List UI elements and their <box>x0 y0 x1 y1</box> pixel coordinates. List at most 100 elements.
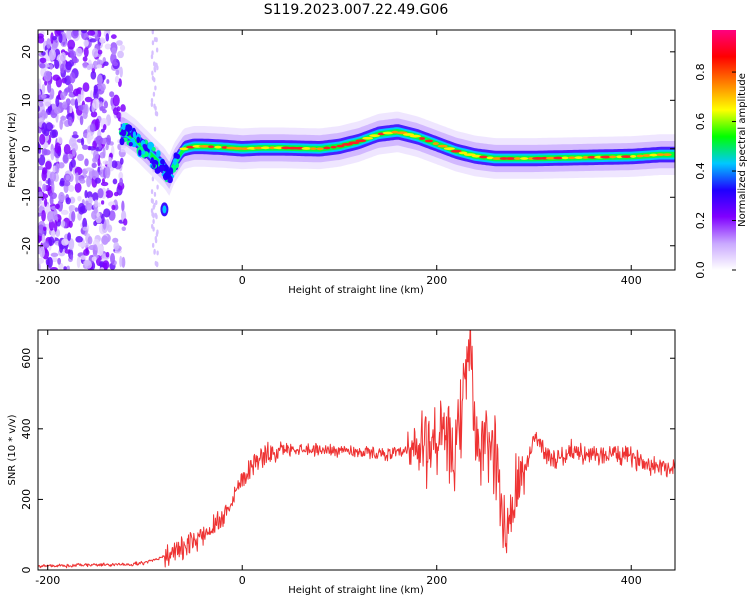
spectrogram-noise-blob <box>57 199 64 212</box>
spectrogram-noise-blob <box>47 256 53 269</box>
spectrogram-ridge-peak <box>450 149 462 153</box>
spectrogram-noise-blob <box>50 32 54 44</box>
spectrogram-noise-blob <box>55 229 61 237</box>
spectrogram-noise-blob <box>99 151 106 159</box>
spectrogram-noise-blob <box>102 160 109 165</box>
spectrogram-ridge-halo <box>120 111 675 196</box>
spectrogram-noise-blob <box>82 62 89 69</box>
spectrogram-frame <box>37 29 676 271</box>
spectrogram-noise-blob <box>62 154 69 164</box>
spectrogram-noise-blob <box>69 72 76 84</box>
spectrogram-noise-blob <box>84 96 93 103</box>
spectrogram-noise-blob <box>42 241 50 249</box>
spectrogram-ridge-peak <box>198 145 210 148</box>
spectrogram-noise-blob <box>111 204 116 211</box>
spectrogram-noise-blob <box>71 210 76 223</box>
spectrogram-noise-blob <box>119 157 124 165</box>
spectrogram-y-tick-label: 10 <box>20 93 33 107</box>
spectrogram-turbulent-blob <box>160 158 165 165</box>
snr-y-tick-label: 0 <box>20 567 33 574</box>
spectrogram-noise-blob <box>76 153 85 162</box>
spectrogram-noise-blob <box>74 98 79 110</box>
spectrogram-noise-blob <box>61 101 68 109</box>
spectrogram-noise-blob <box>65 174 71 181</box>
spectrogram-noise-blob <box>151 75 155 81</box>
spectrogram-noise-blob <box>102 74 106 80</box>
spectrogram-noise-blob <box>93 149 99 162</box>
spectrogram-noise-blob <box>67 232 72 241</box>
spectrogram-ridge-peak <box>492 157 502 160</box>
spectrogram-ridge-peak <box>330 145 337 149</box>
spectrogram-ridge-peak <box>505 157 516 160</box>
spectrogram-noise-blob <box>119 255 123 268</box>
spectrogram-noise-blob <box>54 142 61 154</box>
spectrogram-noise-blob <box>67 39 76 50</box>
colorbar-tick-label: 0.6 <box>694 113 707 130</box>
spectrogram-noise-blob <box>91 256 97 262</box>
spectrogram-noise-blob <box>151 50 154 56</box>
spectrogram-noise-blob <box>100 181 109 187</box>
spectrogram-noise-blob <box>38 257 45 264</box>
spectrogram-ridge-peak <box>567 156 577 160</box>
snr-x-tick-label: 200 <box>426 574 447 587</box>
spectrogram-ridge-peak <box>316 147 324 151</box>
spectrogram-ridge-peak <box>341 143 353 146</box>
spectrogram-ridge-peak <box>208 145 215 149</box>
spectrogram-ridge-peak <box>362 136 374 140</box>
snr-x-tick-label: 0 <box>239 574 246 587</box>
spectrogram-noise-blob <box>68 238 75 251</box>
spectrogram-noise-blob <box>83 259 92 267</box>
spectrogram-noise-blob <box>46 38 51 49</box>
spectrogram-noise-blob <box>152 91 156 97</box>
spectrogram-noise-blob <box>39 133 46 145</box>
spectrogram-noise-blob <box>41 167 48 175</box>
spectrogram-noise-blob <box>121 226 126 232</box>
spectrogram-x-axis-label: Height of straight line (km) <box>288 285 424 296</box>
spectrogram-noise-blob <box>152 219 155 225</box>
spectrogram-y-tick-label: -10 <box>20 188 33 206</box>
spectrogram-noise-blob <box>154 238 158 244</box>
spectrogram-plot-area <box>38 30 675 270</box>
spectrogram-noise-blob <box>150 102 154 108</box>
spectrogram-turbulent-blob <box>128 142 133 147</box>
spectrogram-noise-blob <box>68 220 73 228</box>
spectrogram-noise-blob <box>54 30 61 37</box>
spectrogram-noise-blob <box>156 250 159 256</box>
spectrogram-turbulent-blob <box>125 124 132 133</box>
spectrogram-noise-blob <box>38 180 43 188</box>
spectrogram-noise-blob <box>151 211 154 217</box>
spectrogram-noise-blob <box>66 103 70 114</box>
spectrogram-noise-blob <box>112 237 119 244</box>
spectrogram-noise-blob <box>77 242 86 248</box>
spectrogram-noise-blob <box>107 224 113 233</box>
spectrogram-noise-blob <box>38 153 41 159</box>
spectrogram-noise-blob <box>87 236 93 245</box>
spectrogram-noise-blob <box>154 85 157 91</box>
spectrogram-noise-blob <box>92 98 100 110</box>
spectrogram-noise-blob <box>58 162 65 169</box>
spectrogram-noise-blob <box>44 80 48 86</box>
snr-y-axis-label: SNR (10 * v/v) <box>7 414 18 485</box>
spectrogram-noise-blob <box>60 91 66 101</box>
spectrogram-noise-blob <box>53 220 58 232</box>
spectrogram-noise-blob <box>94 199 99 208</box>
spectrogram-turbulent-blob <box>172 158 177 166</box>
spectrogram-ridge-peak <box>355 139 367 143</box>
spectrogram-noise-blob <box>110 34 117 39</box>
spectrogram-noise-blob <box>96 74 103 86</box>
spectrogram-noise-blob <box>75 172 79 185</box>
spectrogram-ridge-peak <box>532 157 544 160</box>
spectrogram-noise-blob <box>38 78 42 90</box>
spectrogram-noise-blob <box>112 178 118 185</box>
spectrogram-noise-blob <box>105 145 109 151</box>
spectrogram-noise-blob <box>102 124 107 131</box>
spectrogram-noise-blob <box>119 177 124 186</box>
spectrogram-noise-blob <box>151 40 155 46</box>
spectrogram-noise-blob <box>71 30 79 39</box>
spectrogram-noise-blob <box>107 156 113 169</box>
spectrogram-noise-blob <box>80 88 85 99</box>
spectrogram-turbulent-blob <box>132 131 137 138</box>
spectrogram-noise-blob <box>90 111 98 118</box>
spectrogram-ridge-peak <box>443 147 455 151</box>
spectrogram-noise-blob <box>56 136 63 145</box>
